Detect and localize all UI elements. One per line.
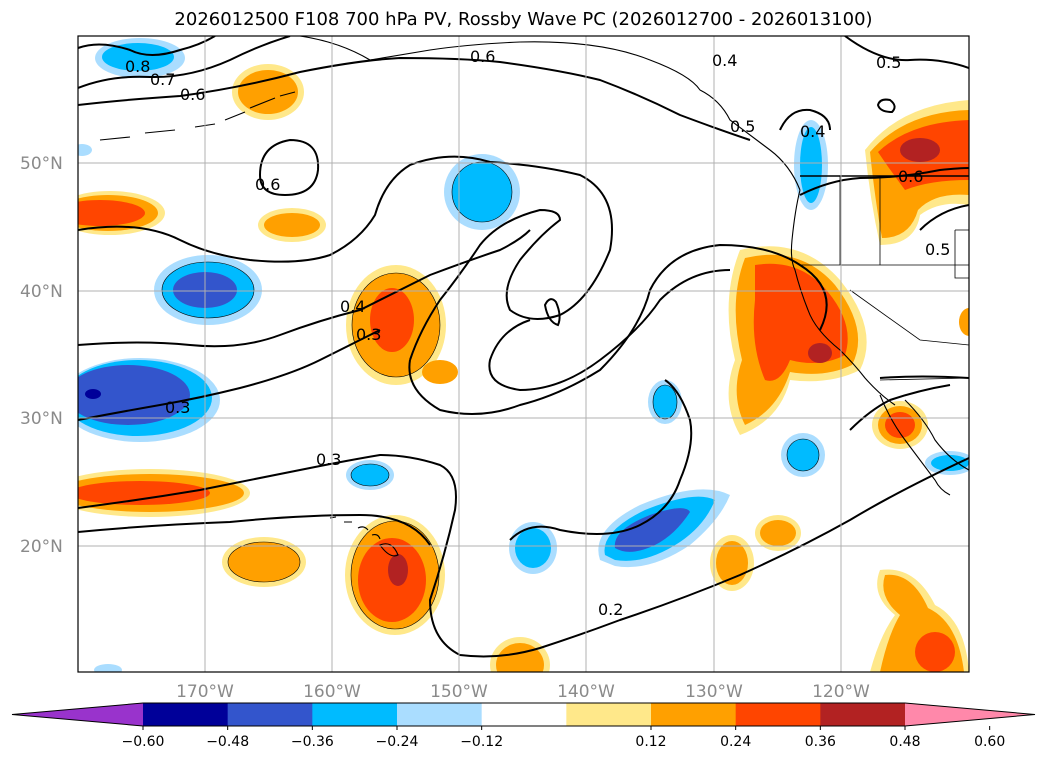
colorbar-segment	[820, 703, 906, 726]
pos-anomaly-25n	[78, 469, 250, 517]
neg-anomaly-123w	[781, 433, 825, 477]
colorbar-segment	[481, 703, 567, 726]
contour-label: 0.7	[150, 70, 175, 89]
lat-label: 40°N	[20, 282, 63, 302]
neg-anomaly-mexico	[925, 451, 969, 475]
pos-anomaly-small	[258, 208, 326, 242]
lat-label: 20°N	[20, 537, 63, 557]
graticule	[78, 36, 969, 672]
colorbar-segment	[735, 703, 821, 726]
pos-anomaly-baja	[872, 401, 928, 449]
contour-label: 0.4	[712, 51, 737, 70]
contour-label: 0.8	[125, 57, 150, 76]
contour-label: 0.2	[598, 600, 623, 619]
neg-anomaly-nw	[95, 38, 185, 78]
lon-label: 130°W	[685, 682, 743, 702]
shading-outlines	[161, 161, 820, 630]
colorbar-segment	[312, 703, 398, 726]
neg-anomaly-31n	[648, 380, 682, 424]
longitude-labels: 170°W 160°W 150°W 140°W 130°W 120°W	[176, 682, 870, 702]
map-frame	[77, 35, 970, 673]
pos-anomaly-17n-west	[222, 537, 306, 587]
neg-anomaly-32n	[78, 358, 220, 442]
colorbar-tick-label: −0.60	[122, 734, 165, 750]
colorbar-segment	[143, 703, 229, 726]
neg-anomaly-135w	[598, 489, 730, 568]
colorbar-tick-label: 0.60	[974, 734, 1005, 750]
neg-anomaly-40n	[154, 255, 262, 325]
contour-label: 0.6	[898, 167, 923, 186]
neg-anomaly-145w	[509, 522, 557, 574]
pos-anomaly-se	[870, 569, 969, 672]
colorbar-tick-label: −0.24	[376, 734, 419, 750]
colorbar-tick-label: 0.12	[635, 734, 666, 750]
lon-label: 140°W	[557, 682, 615, 702]
contour-label: 0.6	[180, 85, 205, 104]
pos-anomaly-west-47n	[78, 191, 165, 235]
colorbar: −0.60 −0.48 −0.36 −0.24 −0.12 0.12 0.24 0.36 0.4…	[11, 702, 1036, 750]
contour-label: 0.6	[255, 175, 280, 194]
contour-label: 0.4	[340, 297, 365, 316]
contour-label: 0.5	[925, 240, 950, 259]
pos-anomaly-hawaii	[345, 515, 445, 635]
colorbar-tick-label: −0.12	[460, 734, 503, 750]
colorbar-segment	[397, 703, 483, 726]
pos-anomaly-california	[728, 246, 867, 435]
colorbar-tick-label: −0.36	[291, 734, 334, 750]
colorbar-segment	[227, 703, 313, 726]
colorbar-tick-label: 0.24	[720, 734, 751, 750]
pv-contours	[78, 36, 969, 658]
colorbar-segment	[566, 703, 652, 726]
contour-label: 0.5	[730, 117, 755, 136]
contour-label: 0.3	[316, 450, 341, 469]
lon-label: 120°W	[812, 682, 870, 702]
contour-label: 0.4	[800, 122, 825, 141]
lat-label: 30°N	[20, 409, 63, 429]
colorbar-extend-low	[12, 703, 143, 726]
colorbar-extend-high	[905, 703, 1035, 726]
contour-label: 0.3	[356, 325, 381, 344]
latitude-labels: 50°N 40°N 30°N 20°N	[20, 154, 63, 557]
contour-label: 0.6	[470, 47, 495, 66]
lat-label: 50°N	[20, 154, 63, 174]
lon-label: 170°W	[176, 682, 234, 702]
colorbar-tick-label: 0.36	[805, 734, 836, 750]
colorbar-segment	[651, 703, 737, 726]
map-title: 2026012500 F108 700 hPa PV, Rossby Wave …	[174, 9, 873, 30]
neg-anomaly-26n	[346, 460, 394, 490]
pos-anomaly-37n	[346, 265, 458, 385]
contour-labels: 0.8 0.7 0.6 0.6 0.6 0.4 0.5 0.5 0.4 0.6 …	[125, 47, 950, 619]
pos-anomaly-top	[232, 64, 304, 120]
lon-label: 160°W	[303, 682, 361, 702]
contour-label: 0.5	[876, 53, 901, 72]
coastlines	[99, 36, 969, 557]
colorbar-tick-label: 0.48	[889, 734, 920, 750]
contour-label: 0.3	[165, 398, 190, 417]
lon-label: 150°W	[430, 682, 488, 702]
neg-anomaly-gulf	[444, 154, 520, 230]
colorbar-tick-label: −0.48	[206, 734, 249, 750]
pos-anomaly-bottom	[490, 637, 550, 672]
